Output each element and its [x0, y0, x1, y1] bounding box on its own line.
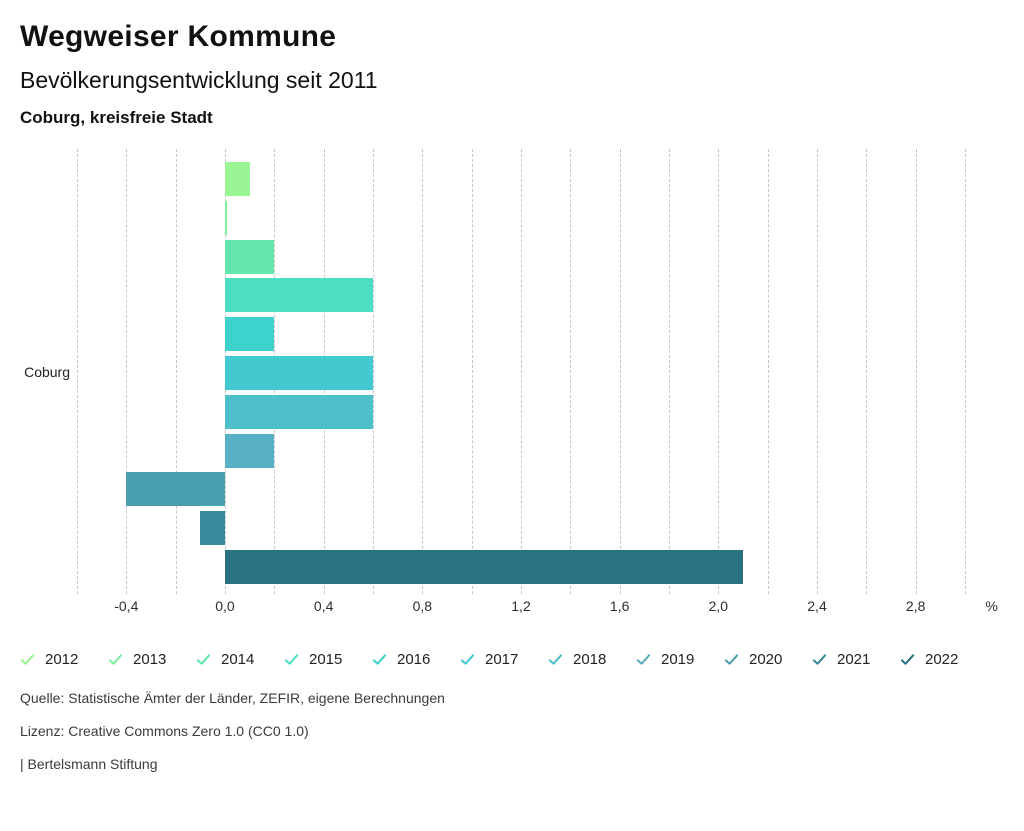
- check-icon: [372, 654, 387, 665]
- gridline: [422, 149, 424, 594]
- gridline: [77, 149, 78, 594]
- bar-2021[interactable]: [200, 511, 225, 546]
- bar-2012[interactable]: [224, 162, 250, 196]
- legend-item-2014[interactable]: 2014: [196, 651, 284, 668]
- chart-title: Bevölkerungsentwicklung seit 2011: [20, 67, 378, 93]
- footer: Quelle: Statistische Ämter der Länder, Z…: [20, 690, 1004, 772]
- gridline: [767, 149, 769, 594]
- check-icon: [20, 654, 35, 665]
- source-note: Quelle: Statistische Ämter der Länder, Z…: [20, 690, 445, 706]
- legend-item-label: 2020: [749, 651, 783, 668]
- gridline: [126, 149, 128, 594]
- legend-item-label: 2017: [485, 651, 519, 668]
- x-axis-unit-label: %: [985, 598, 998, 614]
- legend-item-label: 2018: [573, 651, 607, 668]
- legend-item-label: 2013: [133, 651, 167, 668]
- legend-item-label: 2014: [221, 651, 255, 668]
- legend-item-label: 2016: [397, 651, 431, 668]
- gridline: [915, 149, 917, 594]
- legend-item-2022[interactable]: 2022: [900, 651, 988, 668]
- legend-item-2019[interactable]: 2019: [636, 651, 724, 668]
- legend-item-label: 2012: [45, 651, 79, 668]
- bar-2020[interactable]: [126, 472, 225, 507]
- legend-item-2013[interactable]: 2013: [108, 651, 196, 668]
- bar-2016[interactable]: [224, 317, 275, 352]
- x-axis: % -0,4 0,0 0,4 0,8 1,2 1,6 2,0 2,4 2,8: [0, 598, 1024, 618]
- gridline: [965, 149, 966, 594]
- bar-2019[interactable]: [224, 433, 275, 468]
- bar-2017[interactable]: [224, 356, 373, 390]
- gridline: [521, 149, 522, 594]
- x-tick-label: 0,4: [313, 598, 334, 614]
- x-tick-label: 1,6: [609, 598, 630, 614]
- check-icon: [108, 654, 123, 665]
- gridline: [817, 149, 818, 594]
- check-icon: [636, 654, 651, 665]
- x-tick-label: 2,4: [807, 598, 827, 614]
- bar-2015[interactable]: [224, 278, 373, 313]
- gridline: [668, 149, 670, 594]
- legend-item-2021[interactable]: 2021: [812, 651, 900, 668]
- legend-item-2018[interactable]: 2018: [548, 651, 636, 668]
- check-icon: [900, 654, 915, 665]
- legend-item-2012[interactable]: 2012: [20, 651, 108, 668]
- check-icon: [284, 654, 299, 665]
- check-icon: [812, 654, 827, 665]
- legend-item-label: 2015: [309, 651, 343, 668]
- header: Wegweiser Kommune Bevölkerungsentwicklun…: [0, 0, 1024, 128]
- gridline: [619, 149, 621, 594]
- region-title: Coburg, kreisfreie Stadt: [20, 108, 213, 127]
- x-tick-label: 1,2: [511, 598, 531, 614]
- x-tick-label: 2,8: [905, 598, 926, 614]
- gridline: [471, 149, 473, 594]
- bar-2013[interactable]: [224, 200, 228, 235]
- attribution-note: | Bertelsmann Stiftung: [20, 756, 158, 772]
- legend-item-label: 2019: [661, 651, 695, 668]
- x-tick-label: -0,4: [114, 598, 139, 614]
- bar-2018[interactable]: [224, 394, 373, 429]
- x-axis-spacer: [0, 598, 77, 618]
- license-note: Lizenz: Creative Commons Zero 1.0 (CC0 1…: [20, 723, 309, 739]
- bar-2014[interactable]: [224, 239, 275, 274]
- gridline: [570, 149, 572, 594]
- legend-item-2020[interactable]: 2020: [724, 651, 812, 668]
- bar-2022[interactable]: [224, 550, 743, 584]
- gridline: [372, 149, 374, 594]
- check-icon: [724, 654, 739, 665]
- legend-item-2017[interactable]: 2017: [460, 651, 548, 668]
- gridline: [866, 149, 868, 594]
- plot-area: [77, 149, 966, 594]
- x-tick-label: 0,0: [215, 598, 235, 614]
- legend-item-label: 2022: [925, 651, 959, 668]
- legend: 2012 2013 2014 2015 2016 2017 2018 2019 2020 2021…: [20, 651, 1004, 668]
- legend-item-2016[interactable]: 2016: [372, 651, 460, 668]
- x-axis-labels: % -0,4 0,0 0,4 0,8 1,2 1,6 2,0 2,4 2,8: [77, 598, 998, 618]
- bar-chart: Coburg % -0,4 0,0 0,4 0,8 1,2 1,6 2,0 2,4 2,8: [0, 149, 1024, 618]
- y-axis-label: Coburg: [24, 363, 70, 380]
- gridline: [718, 149, 720, 594]
- check-icon: [460, 654, 475, 665]
- check-icon: [548, 654, 563, 665]
- gridline: [175, 149, 177, 594]
- check-icon: [196, 654, 211, 665]
- legend-item-label: 2021: [837, 651, 871, 668]
- legend-item-2015[interactable]: 2015: [284, 651, 372, 668]
- x-tick-label: 2,0: [708, 598, 729, 614]
- x-tick-label: 0,8: [412, 598, 433, 614]
- app-title: Wegweiser Kommune: [20, 20, 337, 53]
